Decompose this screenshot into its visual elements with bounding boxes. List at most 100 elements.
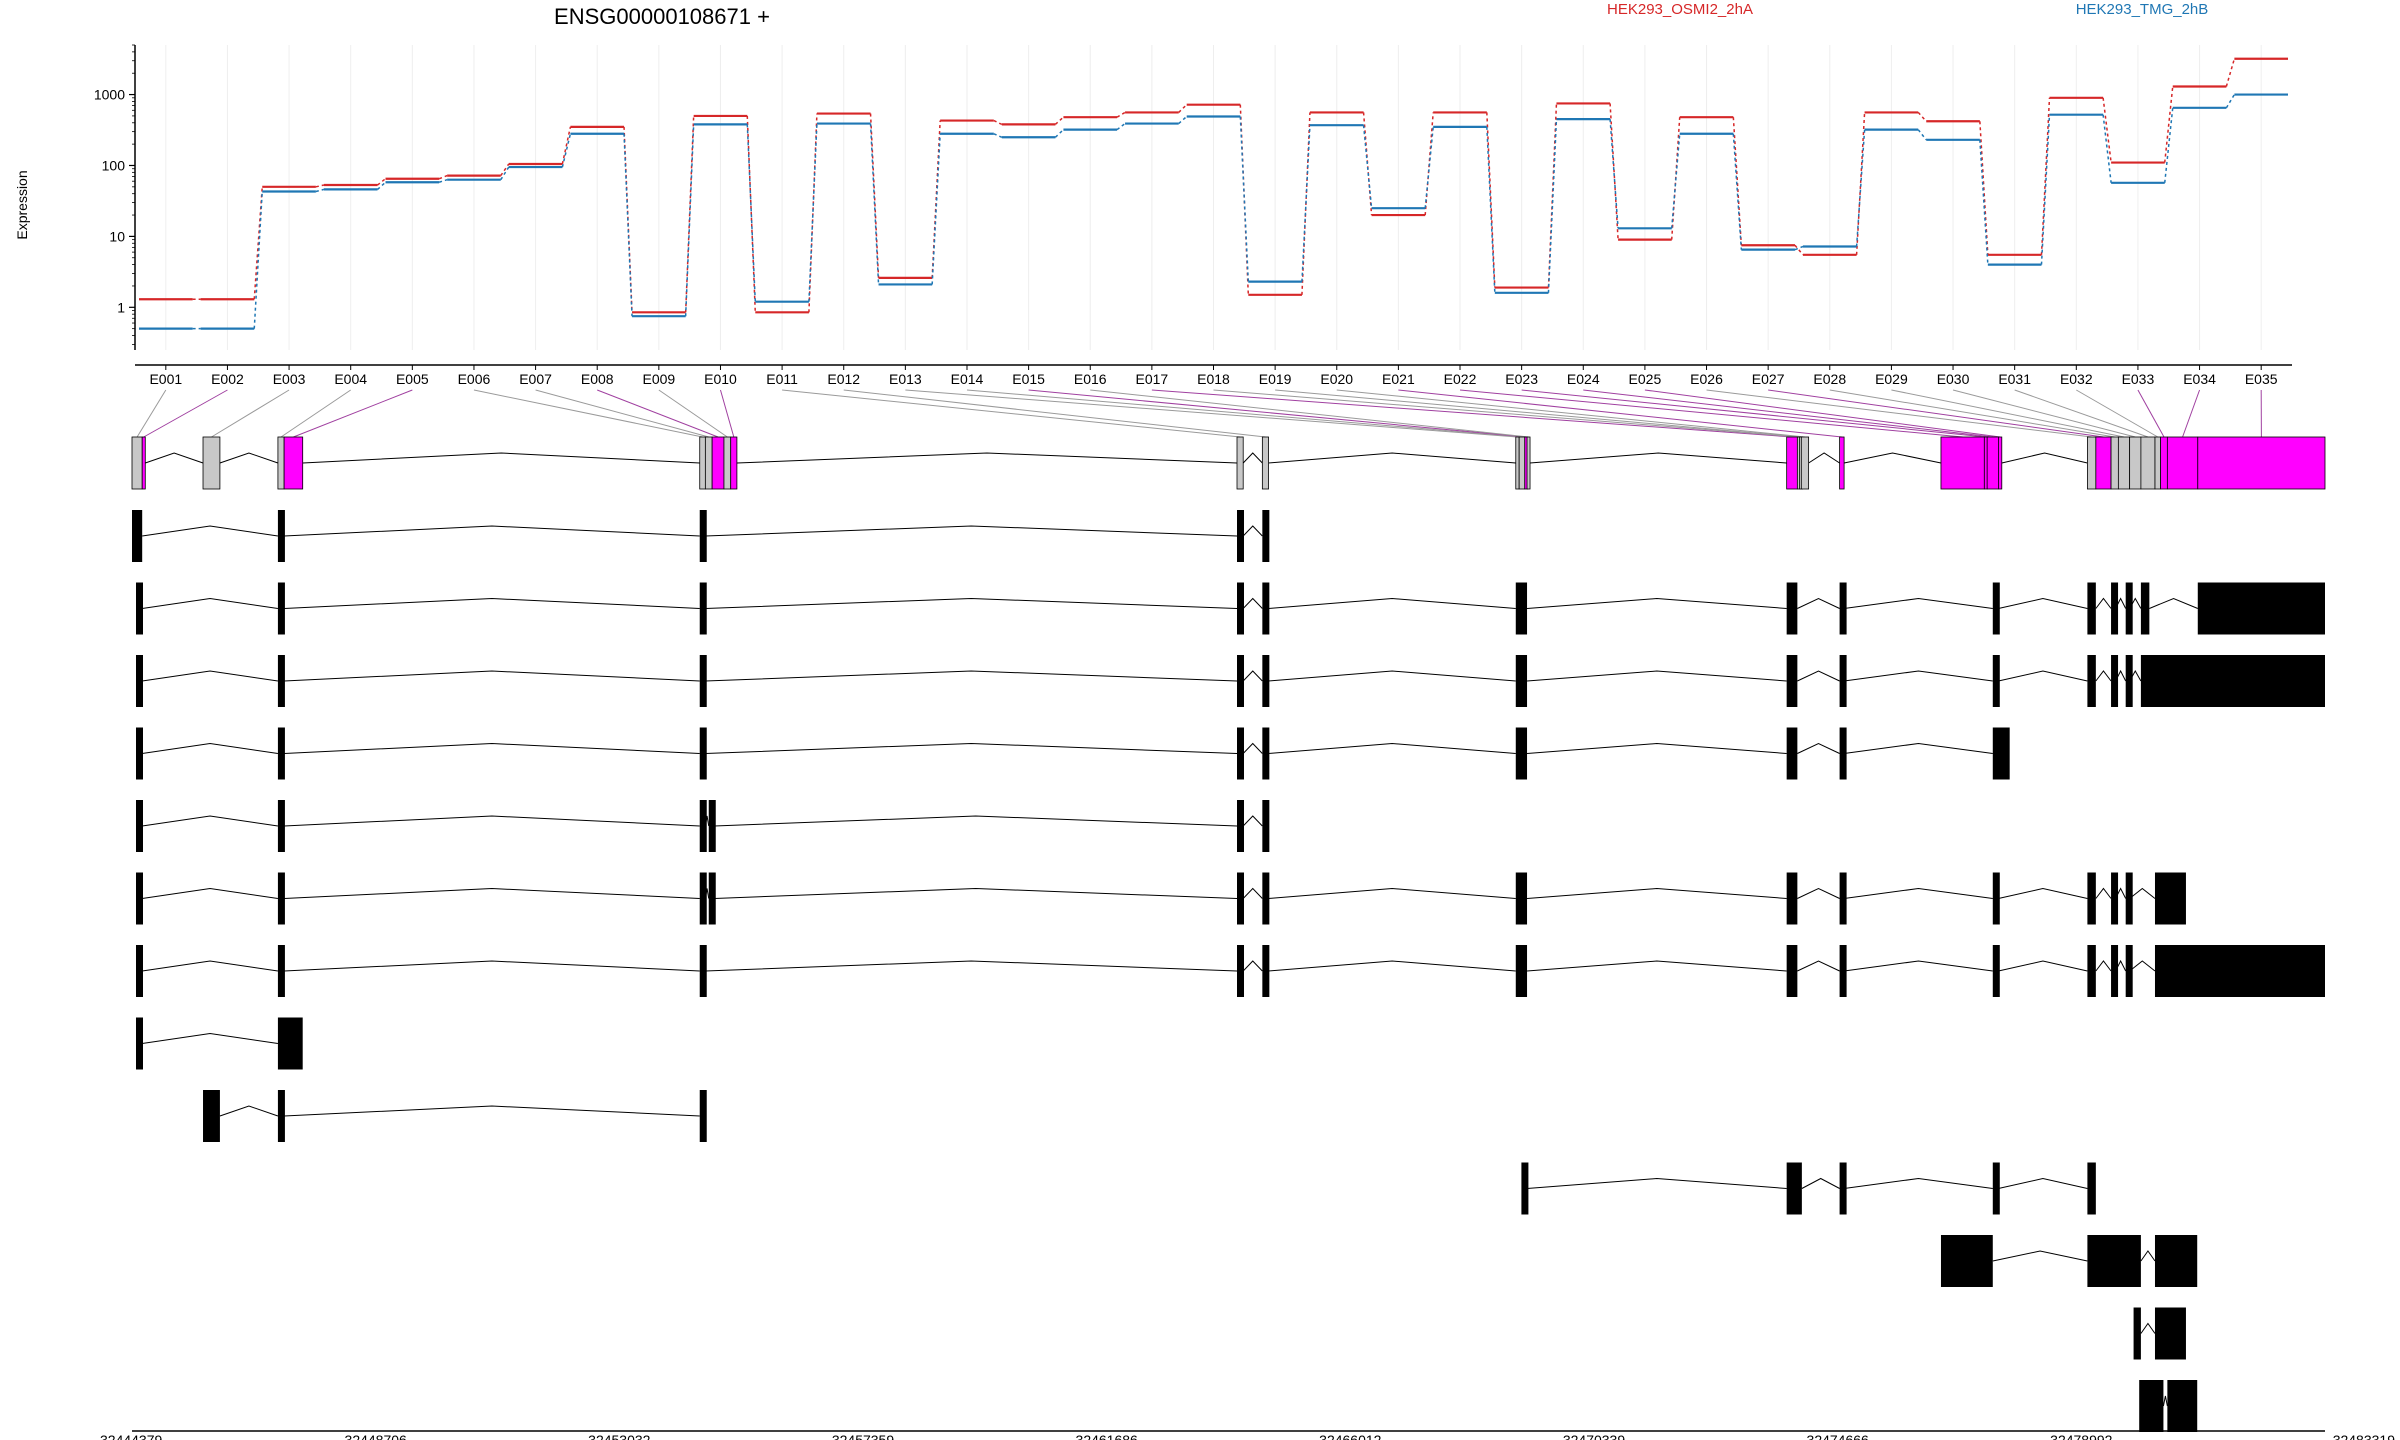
exon-block — [1986, 436, 1999, 490]
transcript-intron — [142, 742, 278, 754]
exon-block — [283, 436, 304, 490]
exon-block — [1518, 436, 1526, 490]
transcript-exon — [1262, 727, 1270, 780]
series-connector — [1054, 129, 1064, 138]
transcript-exon — [1839, 727, 1847, 780]
series-connector — [2040, 97, 2051, 255]
transcript-intron — [1268, 670, 1516, 682]
series-connector — [1609, 103, 1619, 240]
intron-line — [1268, 452, 1516, 464]
exon-connector — [473, 389, 703, 438]
transcript-exon — [1839, 655, 1847, 707]
exon-block — [1236, 436, 1244, 490]
series-connector — [1979, 121, 1989, 255]
x-tick-label: E029 — [1875, 371, 1908, 387]
transcript-intron — [1844, 1177, 1993, 1189]
transcript-intron — [705, 670, 1238, 682]
transcript-intron — [1268, 887, 1516, 899]
transcript-exon — [2140, 582, 2150, 635]
genome-tick-label: 32457359 — [832, 1432, 895, 1440]
x-tick-label: E035 — [2245, 371, 2278, 387]
transcript-exon — [1515, 872, 1528, 925]
transcript-exon — [699, 800, 707, 852]
exon-connector — [2182, 389, 2201, 438]
series-connector — [869, 123, 880, 285]
exon-connector — [1336, 389, 1806, 438]
series-line — [139, 93, 2288, 330]
transcript-exon — [2154, 945, 2325, 997]
intron-line — [219, 452, 279, 464]
transcript-exon — [1237, 510, 1245, 562]
exon-block — [730, 436, 738, 490]
x-axis: E001 E002 E003 E004 E005 E006 E007 E008 E009 E010… — [135, 364, 2292, 387]
exon-connector — [136, 389, 167, 438]
transcript-exon — [2140, 655, 2325, 707]
transcript-exon — [2125, 655, 2133, 707]
x-tick-label: E033 — [2122, 371, 2155, 387]
series-connector — [377, 181, 387, 190]
transcript-exon — [699, 655, 707, 707]
series-connector — [1362, 125, 1373, 209]
series-connector — [993, 119, 1003, 126]
x-tick-label: E007 — [519, 371, 552, 387]
exon-block — [2095, 436, 2112, 490]
transcript-exon — [277, 510, 285, 562]
transcript-track — [135, 655, 2325, 707]
transcript-intron — [714, 887, 1238, 899]
transcript-intron — [1797, 742, 1840, 754]
transcript-exon — [1521, 1162, 1529, 1215]
transcript-track — [132, 510, 1270, 562]
transcript-intron — [142, 597, 278, 609]
transcript-track — [135, 800, 1270, 852]
exon-connector — [1644, 389, 2001, 438]
exon-block — [277, 436, 285, 490]
transcript-exon — [699, 582, 707, 635]
grid-lines — [165, 45, 2262, 350]
x-tick-label: E017 — [1136, 371, 1169, 387]
exon-block — [2160, 436, 2168, 490]
x-tick-label: E019 — [1259, 371, 1292, 387]
exon-connector — [1891, 389, 2125, 438]
series-connector — [1486, 112, 1496, 288]
transcript-intron — [284, 960, 700, 972]
exon-block — [699, 436, 706, 490]
series-connector — [1547, 119, 1558, 293]
transcript-track — [135, 727, 2010, 780]
transcript-exon — [2154, 1307, 2186, 1360]
exon-block — [1940, 436, 1985, 490]
transcript-exon — [1237, 727, 1245, 780]
transcript-exon — [699, 872, 707, 925]
x-tick-label: E021 — [1382, 371, 1415, 387]
transcript-intron — [142, 960, 278, 972]
transcript-exon — [1992, 1162, 2000, 1215]
transcript-intron — [2162, 1395, 2168, 1407]
transcript-exon — [699, 1090, 707, 1142]
exon-block — [1800, 436, 1810, 490]
transcript-exon — [708, 872, 716, 925]
series-connector — [993, 133, 1003, 138]
exon-connector — [658, 389, 728, 438]
transcript-exon — [1515, 582, 1528, 635]
x-tick-label: E028 — [1813, 371, 1846, 387]
x-tick-label: E030 — [1937, 371, 1970, 387]
series-connector — [500, 163, 510, 177]
x-tick-label: E005 — [396, 371, 429, 387]
x-tick-label: E001 — [149, 371, 182, 387]
transcript-exon — [1940, 1235, 1993, 1287]
transcript-track — [135, 1017, 303, 1070]
x-tick-label: E022 — [1444, 371, 1477, 387]
series-connector — [2225, 94, 2236, 109]
exon-block — [1839, 436, 1845, 490]
series-connector — [2102, 114, 2112, 183]
transcript-intron — [142, 670, 278, 682]
series-connector — [1424, 126, 1434, 209]
y-tick-label: 10 — [109, 228, 125, 244]
transcript-intron — [1992, 1250, 2088, 1262]
series-connector — [1979, 139, 1989, 265]
transcript-intron — [2140, 1322, 2156, 1334]
exon-model — [131, 436, 2326, 490]
transcript-exon — [2087, 872, 2096, 925]
genome-tick-label: 32461686 — [1076, 1432, 1139, 1440]
transcript-exon — [277, 1090, 285, 1142]
x-tick-label: E004 — [334, 371, 367, 387]
